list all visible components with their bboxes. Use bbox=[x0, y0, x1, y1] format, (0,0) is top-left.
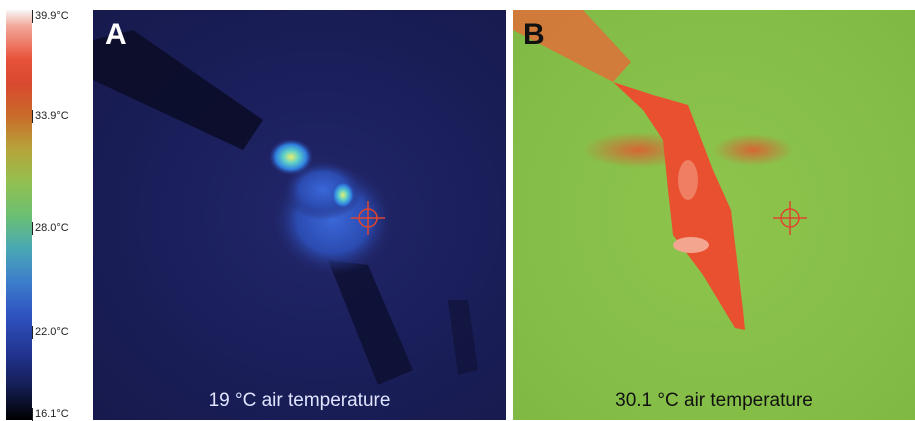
scale-tick-4: 22.0°C bbox=[32, 326, 70, 339]
crosshair-icon bbox=[773, 201, 807, 235]
thermal-scene-b bbox=[513, 10, 807, 330]
caption-b: 30.1 °C air temperature bbox=[615, 390, 813, 411]
caption-a: 19 °C air temperature bbox=[208, 390, 391, 411]
thermal-image-b: B 30.1 °C air temperature bbox=[513, 10, 915, 420]
scale-tick-2: 33.9°C bbox=[32, 110, 70, 123]
scale-tick-min: 16.1°C bbox=[32, 408, 70, 421]
thermal-image-a: A 19 °C air temperature bbox=[93, 10, 506, 420]
crosshair-icon bbox=[351, 201, 385, 235]
thermal-scene-a bbox=[93, 30, 478, 385]
scale-tick-max: 39.9°C bbox=[32, 10, 70, 23]
panel-label-b: B bbox=[523, 18, 545, 51]
scale-tick-3: 28.0°C bbox=[32, 222, 70, 235]
temperature-color-scale bbox=[6, 10, 32, 420]
panel-label-a: A bbox=[105, 18, 127, 51]
